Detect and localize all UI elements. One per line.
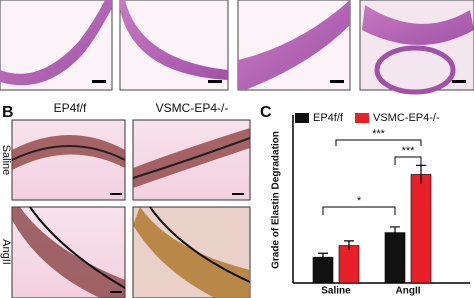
column-header: VSMC-EP4-/- [156, 101, 229, 115]
error-bar [344, 240, 354, 251]
significance-bracket [322, 206, 396, 215]
y-axis-label: Grade of Elastin Degradation [271, 131, 282, 269]
bar [384, 232, 406, 284]
legend-label: VSMC-EP4-/- [373, 112, 440, 124]
significance-label: *** [402, 145, 416, 157]
x-tick-label: AngII [396, 286, 421, 297]
row-label: AngII [0, 239, 12, 265]
significance-bracket [335, 139, 422, 146]
panel-label: B [2, 104, 14, 121]
legend-label: EP4f/f [313, 112, 344, 124]
error-bar [318, 252, 328, 262]
x-tick-label: Saline [321, 286, 351, 297]
legend-swatch [295, 113, 309, 123]
he-images [0, 0, 474, 95]
elastin-images [11, 119, 251, 298]
row-label: Saline [0, 145, 12, 176]
bar [338, 245, 360, 284]
error-bar [390, 226, 400, 239]
column-header: EP4f/f [54, 101, 87, 115]
panel-label: C [260, 104, 272, 121]
legend-swatch [355, 113, 369, 123]
significance-label: * [357, 195, 362, 207]
significance-label: *** [372, 128, 386, 140]
bar [410, 174, 432, 284]
error-bar [416, 164, 426, 184]
significance-bracket [394, 156, 422, 165]
